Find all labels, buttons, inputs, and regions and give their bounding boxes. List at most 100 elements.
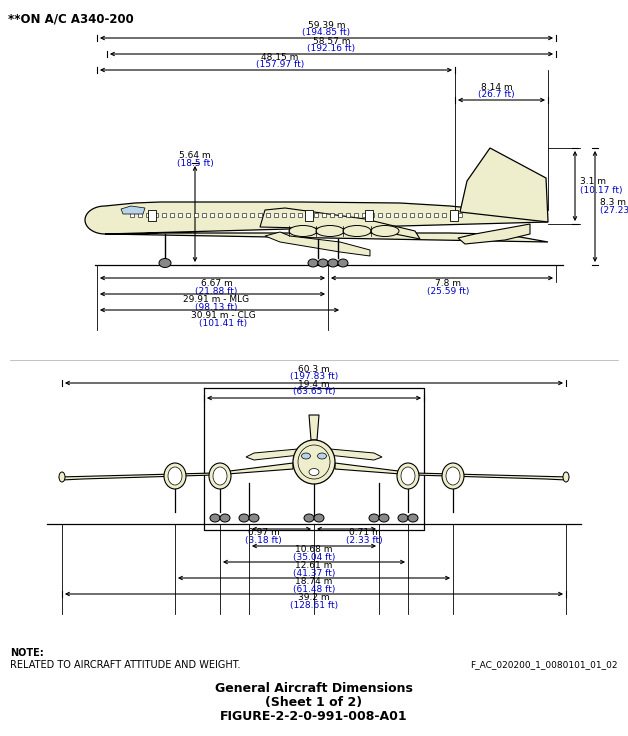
Ellipse shape bbox=[369, 514, 379, 522]
Bar bbox=[202, 213, 206, 217]
Bar bbox=[458, 213, 462, 217]
Text: (63.65 ft): (63.65 ft) bbox=[293, 387, 335, 396]
Text: (2.33 ft): (2.33 ft) bbox=[346, 536, 383, 545]
Text: 19.4 m: 19.4 m bbox=[298, 380, 330, 389]
Ellipse shape bbox=[309, 469, 319, 475]
Bar bbox=[154, 213, 158, 217]
Ellipse shape bbox=[563, 472, 569, 482]
Bar bbox=[370, 213, 374, 217]
Ellipse shape bbox=[239, 514, 249, 522]
Text: FIGURE-2-2-0-991-008-A01: FIGURE-2-2-0-991-008-A01 bbox=[220, 710, 408, 723]
Ellipse shape bbox=[293, 440, 335, 484]
Ellipse shape bbox=[316, 225, 344, 236]
Ellipse shape bbox=[59, 472, 65, 482]
Text: (128.61 ft): (128.61 ft) bbox=[290, 601, 338, 610]
Ellipse shape bbox=[210, 514, 220, 522]
Bar bbox=[194, 213, 198, 217]
Ellipse shape bbox=[371, 225, 399, 236]
Bar bbox=[305, 210, 313, 221]
Bar bbox=[178, 213, 182, 217]
Ellipse shape bbox=[397, 463, 419, 489]
Polygon shape bbox=[59, 463, 293, 480]
Bar bbox=[226, 213, 230, 217]
Bar bbox=[210, 213, 214, 217]
Text: 59.39 m: 59.39 m bbox=[308, 21, 345, 30]
Text: 6.67 m: 6.67 m bbox=[200, 279, 232, 288]
Text: (21.88 ft): (21.88 ft) bbox=[195, 287, 237, 296]
Ellipse shape bbox=[164, 463, 186, 489]
Bar bbox=[322, 213, 326, 217]
Text: (10.17 ft): (10.17 ft) bbox=[580, 185, 622, 194]
Text: (197.83 ft): (197.83 ft) bbox=[290, 372, 338, 381]
Text: 58.57 m: 58.57 m bbox=[313, 37, 350, 46]
Bar bbox=[450, 210, 458, 221]
Text: 39.2 m: 39.2 m bbox=[298, 593, 330, 602]
Text: 18.74 m: 18.74 m bbox=[295, 577, 333, 586]
Text: 60.3 m: 60.3 m bbox=[298, 365, 330, 374]
Polygon shape bbox=[260, 208, 420, 239]
Text: (27.23 ft): (27.23 ft) bbox=[600, 206, 628, 215]
Text: (157.97 ft): (157.97 ft) bbox=[256, 60, 304, 69]
Bar bbox=[330, 213, 334, 217]
Bar bbox=[365, 210, 373, 221]
Ellipse shape bbox=[209, 463, 231, 489]
Ellipse shape bbox=[343, 225, 371, 236]
Bar bbox=[170, 213, 174, 217]
Bar bbox=[282, 213, 286, 217]
Bar bbox=[290, 213, 294, 217]
Text: (192.16 ft): (192.16 ft) bbox=[308, 44, 355, 53]
Ellipse shape bbox=[446, 467, 460, 485]
Text: RELATED TO AIRCRAFT ATTITUDE AND WEIGHT.: RELATED TO AIRCRAFT ATTITUDE AND WEIGHT. bbox=[10, 660, 241, 670]
Text: (3.18 ft): (3.18 ft) bbox=[245, 536, 282, 545]
Ellipse shape bbox=[308, 259, 318, 267]
Bar bbox=[450, 213, 454, 217]
Bar bbox=[434, 213, 438, 217]
Text: 8.14 m: 8.14 m bbox=[480, 83, 512, 92]
Bar bbox=[346, 213, 350, 217]
Ellipse shape bbox=[304, 514, 314, 522]
Bar bbox=[186, 213, 190, 217]
Bar bbox=[298, 213, 302, 217]
Text: (194.85 ft): (194.85 ft) bbox=[303, 28, 350, 37]
Bar bbox=[306, 213, 310, 217]
Text: 8.3 m: 8.3 m bbox=[600, 198, 626, 207]
Text: 48.15 m: 48.15 m bbox=[261, 53, 299, 62]
Bar bbox=[266, 213, 270, 217]
Ellipse shape bbox=[249, 514, 259, 522]
Text: F_AC_020200_1_0080101_01_02: F_AC_020200_1_0080101_01_02 bbox=[470, 660, 618, 669]
Text: 29.91 m - MLG: 29.91 m - MLG bbox=[183, 295, 249, 304]
Ellipse shape bbox=[289, 225, 317, 236]
Ellipse shape bbox=[168, 467, 182, 485]
Bar bbox=[410, 213, 414, 217]
Text: 30.91 m - CLG: 30.91 m - CLG bbox=[191, 311, 256, 320]
Polygon shape bbox=[246, 448, 309, 460]
Bar bbox=[148, 210, 156, 221]
Ellipse shape bbox=[328, 259, 338, 267]
Ellipse shape bbox=[379, 514, 389, 522]
Text: (41.37 ft): (41.37 ft) bbox=[293, 569, 335, 578]
Bar bbox=[394, 213, 398, 217]
Bar bbox=[378, 213, 382, 217]
Polygon shape bbox=[319, 448, 382, 460]
Ellipse shape bbox=[318, 453, 327, 459]
Polygon shape bbox=[265, 232, 370, 256]
Text: 0.71 m: 0.71 m bbox=[349, 528, 381, 537]
Bar bbox=[386, 213, 390, 217]
Bar bbox=[130, 213, 134, 217]
Polygon shape bbox=[460, 148, 548, 222]
Text: 7.8 m: 7.8 m bbox=[435, 279, 461, 288]
Bar bbox=[218, 213, 222, 217]
Text: (26.7 ft): (26.7 ft) bbox=[478, 90, 515, 99]
Ellipse shape bbox=[318, 259, 328, 267]
Bar bbox=[274, 213, 278, 217]
Text: (18.5 ft): (18.5 ft) bbox=[176, 159, 214, 168]
Bar bbox=[426, 213, 430, 217]
Bar bbox=[234, 213, 238, 217]
Text: NOTE:: NOTE: bbox=[10, 648, 44, 658]
Text: 5.64 m: 5.64 m bbox=[179, 151, 211, 160]
Bar bbox=[338, 213, 342, 217]
Bar bbox=[442, 213, 446, 217]
Bar bbox=[250, 213, 254, 217]
Bar bbox=[258, 213, 262, 217]
Text: **ON A/C A340-200: **ON A/C A340-200 bbox=[8, 12, 134, 25]
